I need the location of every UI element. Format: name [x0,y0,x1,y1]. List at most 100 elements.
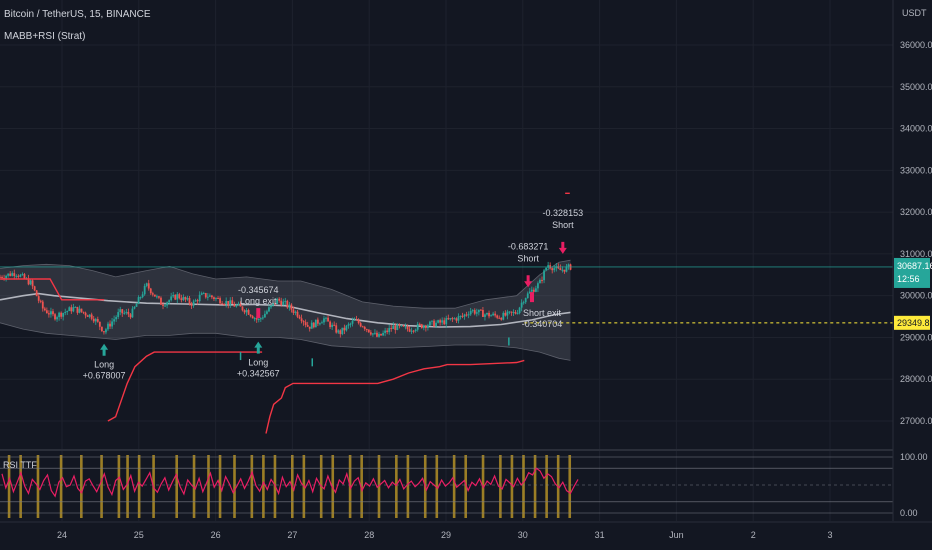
signal-long: Long+0.342567 [237,341,280,379]
candle-body [484,314,486,317]
price-tick-label: 29000.00 [900,332,932,342]
candle-body [321,322,323,324]
candle-body [194,300,197,302]
price-tick-label: 33000.00 [900,165,932,175]
rsi-highlight-bar [464,455,467,518]
candle-body [359,323,362,327]
signal-value: +0.342567 [237,369,280,379]
candle-body [424,325,427,328]
candle-body [237,303,240,306]
candle-body [121,309,124,314]
candle-body [306,325,309,327]
price-axis: 27000.00 28000.00 29000.00 30000.00 31000.00… [892,0,932,521]
candle-body [471,310,474,312]
candle-body [158,296,160,298]
signal-label: Long exit [240,296,277,306]
candle-body [221,303,224,305]
candle-body [225,301,228,305]
candle-body [365,329,368,331]
candle-body [109,323,111,327]
candle-body [490,315,492,317]
symbol-title[interactable]: Bitcoin / TetherUS, 15, BINANCE [4,9,151,20]
exit-marker-icon [529,292,534,303]
candle-body [394,325,397,330]
candle-body [129,314,132,318]
candle-body [329,321,331,328]
candle-body [402,325,405,327]
candle-body [202,293,205,295]
candle-body [186,298,189,300]
candle-body [294,311,297,313]
candle-body [349,323,352,325]
strategy-title[interactable]: MABB+RSI (Strat) [4,31,86,42]
candle-body [543,270,545,281]
candle-body [286,300,289,308]
candle-body [241,306,244,311]
candle-body [96,319,99,322]
candle-body [357,319,360,324]
candle-body [567,264,570,267]
candle-body [62,312,65,317]
candle-body [553,268,556,271]
candle-body [376,332,378,337]
candle-body [475,312,478,314]
candle-body [100,326,103,332]
candle-body [520,302,523,308]
candle-body [298,316,301,319]
candle-body [451,318,454,320]
candle-body [115,317,118,320]
candle-body [437,320,439,323]
level-price-value: 29349.86 [897,318,932,328]
rsi-highlight-bar [331,455,335,518]
candle-body [35,290,38,297]
candle-body [190,303,193,306]
signal-value: -0.340704 [522,319,563,329]
rsi-highlight-bar [80,455,83,518]
candle-body [245,310,248,313]
candle-body [176,294,179,300]
short-arrow-icon [558,241,567,254]
candle-body [367,329,370,333]
rsi-highlight-bar [250,455,254,518]
candle-body [539,279,541,284]
candle-body [107,323,109,330]
candle-body [215,298,217,300]
candle-body [168,300,171,303]
candle-body [233,303,236,307]
candle-body [447,318,450,320]
signal-label: Long [248,358,268,368]
candle-body [514,312,517,314]
price-tick-label: 28000.00 [900,374,932,384]
candle-body [333,324,336,326]
candle-body [280,300,283,306]
candle-body [213,297,215,300]
candle-body [268,307,270,312]
trailing-stop-line-2 [107,351,263,422]
rsi-pane-title[interactable]: RSI TTF [3,460,37,470]
bar-countdown: 12:56 [897,274,920,284]
time-tick-label: 31 [595,530,605,540]
time-axis: 24 25 26 27 28 29 30 31 Jun 2 3 [0,521,932,540]
current-price-value: 30687.16 [897,261,932,271]
time-tick-label: 26 [211,530,221,540]
candle-body [162,304,164,306]
candle-body [341,327,344,335]
rsi-highlight-bar [522,455,525,518]
rsi-highlight-bar [406,455,410,518]
candle-body [506,311,509,316]
rsi-tick-label: 0.00 [900,508,918,518]
candle-body [88,314,91,317]
candle-body [54,314,56,320]
candle-body [494,313,497,316]
candle-body [500,317,503,320]
candle-body [443,320,446,325]
price-tick-label: 31000.00 [900,249,932,259]
candle-body [141,294,144,298]
trailing-stop-line-1 [0,278,105,301]
candle-body [563,269,566,272]
candle-body [231,300,234,304]
candle-body [133,306,136,309]
long-arrow-icon [100,343,109,356]
candle-body [504,312,507,316]
